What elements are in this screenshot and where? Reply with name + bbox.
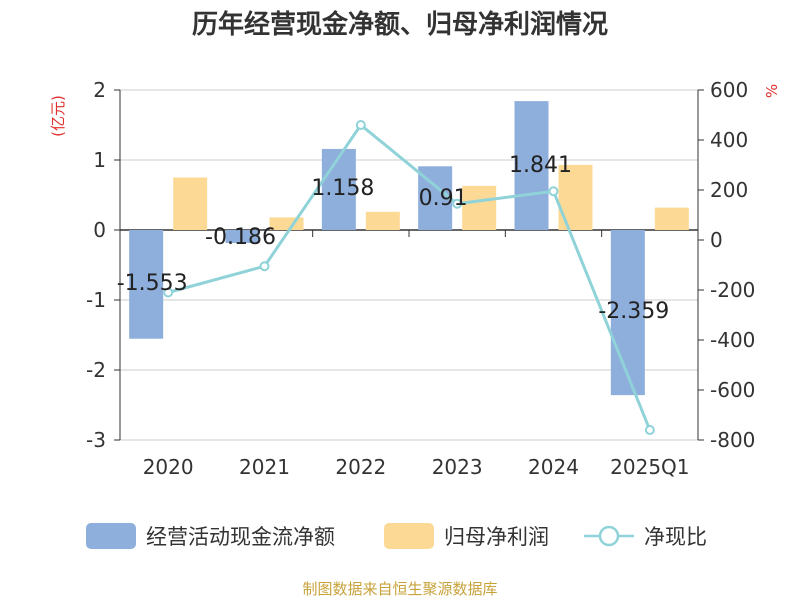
legend-item-net-profit[interactable]: 归母净利润	[384, 518, 549, 554]
bar-net-profit	[462, 185, 497, 230]
right-tick-label: -800	[710, 428, 755, 452]
legend: 经营活动现金流净额 归母净利润 净现比	[0, 518, 800, 554]
bar-net-profit	[365, 211, 400, 230]
ratio-point	[548, 186, 559, 197]
bar-net-profit	[173, 177, 208, 230]
right-tick-label: -400	[710, 328, 755, 352]
left-tick-label: -1	[86, 288, 106, 312]
bars	[129, 101, 689, 396]
legend-swatch-ratio	[584, 525, 634, 547]
left-tick-label: -2	[86, 358, 106, 382]
x-tick-label: 2021	[239, 455, 290, 479]
ratio-point	[355, 120, 366, 130]
legend-swatch-cash-flow	[86, 523, 136, 549]
right-tick-label: 600	[710, 78, 748, 102]
left-tick-label: 2	[93, 78, 106, 102]
bar-cash-flow	[225, 230, 260, 244]
left-tick-label: -3	[86, 428, 106, 452]
legend-swatch-net-profit	[384, 523, 434, 549]
ratio-point	[163, 287, 174, 298]
data-label-cash-flow: -1.553	[117, 271, 188, 296]
legend-item-cash-flow[interactable]: 经营活动现金流净额	[86, 518, 335, 554]
data-label-cash-flow: 1.841	[509, 153, 572, 178]
right-axis-unit: %	[763, 84, 781, 98]
x-tick-label: 2025Q1	[610, 455, 689, 479]
data-label-cash-flow: -0.186	[205, 225, 276, 250]
ratio-line-path	[167, 122, 652, 431]
ratio-point	[452, 198, 463, 209]
data-label-cash-flow: 0.91	[419, 186, 468, 211]
x-tick-label: 2024	[528, 455, 579, 479]
legend-label-ratio: 净现比	[644, 525, 707, 549]
left-axis-unit: (亿元)	[49, 95, 67, 137]
bar-net-profit	[654, 207, 689, 230]
data-labels: -1.553 -0.186 1.158 0.91 1.841 -2.359	[117, 153, 670, 324]
legend-label-cash-flow: 经营活动现金流净额	[146, 525, 335, 549]
chart-canvas: 历年经营现金净额、归母净利润情况 2 1 0 -1 -2 -3 600 400 200 0 -200…	[49, 9, 781, 479]
right-tick-label: 0	[710, 228, 723, 252]
legend-item-ratio[interactable]: 净现比	[584, 518, 707, 554]
data-label-cash-flow: -2.359	[598, 299, 669, 324]
chart-title: 历年经营现金净额、归母净利润情况	[192, 9, 608, 40]
bar-cash-flow	[610, 230, 645, 396]
legend-label-net-profit: 归母净利润	[444, 525, 549, 549]
source-note: 制图数据来自恒生聚源数据库	[302, 580, 498, 598]
data-label-cash-flow: 1.158	[311, 176, 374, 201]
axes: 2 1 0 -1 -2 -3 600 400 200 0 -200 -400 -600 -800 (亿元)%…	[49, 78, 781, 479]
left-tick-label: 1	[93, 148, 106, 172]
x-tick-label: 2022	[335, 455, 386, 479]
right-tick-label: -200	[710, 278, 755, 302]
bar-cash-flow	[514, 101, 549, 230]
bar-cash-flow	[129, 230, 164, 339]
left-tick-label: 0	[93, 218, 106, 242]
x-tick-label: 2020	[143, 455, 194, 479]
ratio-line	[163, 120, 655, 435]
right-tick-label: 200	[710, 178, 748, 202]
x-tick-label: 2023	[432, 455, 483, 479]
right-tick-label: -600	[710, 378, 755, 402]
bar-cash-flow	[321, 148, 356, 230]
right-tick-label: 400	[710, 128, 748, 152]
ratio-point	[259, 261, 270, 272]
ratio-point	[644, 425, 655, 435]
